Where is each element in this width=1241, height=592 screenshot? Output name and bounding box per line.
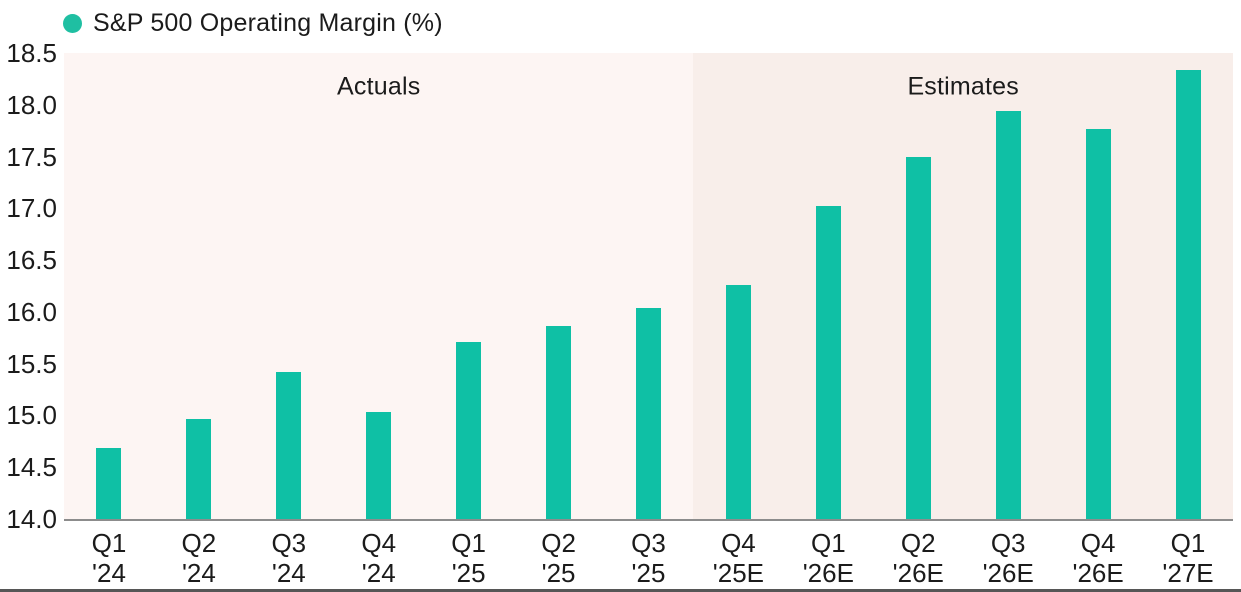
y-tick-label-17.0: 17.0 <box>6 193 57 224</box>
x-label-quarter: Q3 <box>990 528 1026 558</box>
bar-q2-24 <box>186 418 212 519</box>
bar-q3-25 <box>635 307 661 519</box>
estimates-region-label: Estimates <box>907 72 1019 101</box>
x-label-quarter: Q1 <box>1170 528 1206 558</box>
y-tick-label-15.5: 15.5 <box>6 348 57 379</box>
bars-container <box>64 53 1233 519</box>
bar-q3-24 <box>276 371 302 519</box>
y-tick-label-14.5: 14.5 <box>6 452 57 483</box>
x-label-quarter: Q3 <box>271 528 307 558</box>
x-label-quarter: Q2 <box>900 528 936 558</box>
x-label-q1-24: Q1'24 <box>64 528 154 588</box>
x-label-year: '26E <box>892 558 944 588</box>
bar-column-q3-26e <box>963 53 1053 519</box>
estimates-region-background <box>693 53 1233 519</box>
bar-column-q3-24 <box>244 53 334 519</box>
y-tick-label-18.0: 18.0 <box>6 89 57 120</box>
x-label-quarter: Q4 <box>721 528 756 558</box>
x-label-year: '26E <box>982 558 1034 588</box>
x-label-q1-26e: Q1'26E <box>783 528 873 588</box>
bar-q1-26e <box>815 206 841 519</box>
bar-column-q1-25 <box>424 53 514 519</box>
bar-column-q2-26e <box>873 53 963 519</box>
x-label-year: '24 <box>181 558 216 588</box>
y-tick-label-15.0: 15.0 <box>6 400 57 431</box>
x-label-quarter: Q1 <box>451 528 486 558</box>
bar-column-q2-24 <box>154 53 244 519</box>
y-tick-label-14.0: 14.0 <box>6 504 57 534</box>
bar-q1-24 <box>96 447 122 519</box>
bar-column-q2-25 <box>514 53 604 519</box>
bar-column-q1-24 <box>64 53 154 519</box>
x-label-year: '25 <box>631 558 666 588</box>
legend-dot-icon <box>63 14 82 33</box>
bar-column-q4-24 <box>334 53 424 519</box>
x-label-quarter: Q1 <box>91 528 127 558</box>
y-tick-label-16.0: 16.0 <box>6 296 57 327</box>
bar-q2-26e <box>905 156 931 519</box>
y-tick-label-16.5: 16.5 <box>6 245 57 276</box>
y-tick-label-17.5: 17.5 <box>6 141 57 172</box>
actuals-region-label: Actuals <box>337 72 421 101</box>
x-label-q3-25: Q3'25 <box>604 528 694 588</box>
x-label-quarter: Q1 <box>810 528 846 558</box>
x-label-q2-24: Q2'24 <box>154 528 244 588</box>
bar-column-q4-26e <box>1053 53 1143 519</box>
x-label-quarter: Q3 <box>631 528 666 558</box>
bar-q4-25e <box>725 284 751 519</box>
x-label-q1-25: Q1'25 <box>424 528 514 588</box>
y-axis: 18.5 18.0 17.5 17.0 16.5 16.0 15.5 15.0 14.5 14.0 <box>0 40 57 532</box>
bar-q1-25 <box>456 341 482 519</box>
x-label-q4-26e: Q4'26E <box>1053 528 1143 588</box>
legend-label: S&P 500 Operating Margin (%) <box>93 9 443 37</box>
bar-q1-27e <box>1175 69 1201 519</box>
bar-column-q3-25 <box>604 53 694 519</box>
bar-q2-25 <box>546 326 572 519</box>
x-label-year: '24 <box>92 558 126 588</box>
bar-column-q1-26e <box>783 53 873 519</box>
x-label-q4-24: Q4'24 <box>334 528 424 588</box>
bar-q4-26e <box>1085 128 1111 519</box>
x-label-quarter: Q4 <box>1080 528 1116 558</box>
bar-q4-24 <box>366 412 392 519</box>
legend: S&P 500 Operating Margin (%) <box>63 9 443 38</box>
x-label-year: '27E <box>1162 558 1214 588</box>
bar-q3-26e <box>995 110 1021 519</box>
bar-column-q4-25e <box>693 53 783 519</box>
x-label-q2-26e: Q2'26E <box>873 528 963 588</box>
x-label-quarter: Q2 <box>181 528 217 558</box>
x-label-year: '25E <box>712 558 765 588</box>
x-label-q3-26e: Q3'26E <box>963 528 1053 588</box>
x-label-year: '26E <box>802 558 854 588</box>
x-label-quarter: Q2 <box>541 528 576 558</box>
x-label-year: '25 <box>451 558 486 588</box>
x-label-q4-25e: Q4'25E <box>693 528 783 588</box>
plot-area: Actuals Estimates <box>64 53 1233 521</box>
x-label-q3-24: Q3'24 <box>244 528 334 588</box>
y-tick-label-18.5: 18.5 <box>6 38 57 68</box>
x-label-q1-27e: Q1'27E <box>1143 528 1233 588</box>
x-label-year: '25 <box>541 558 576 588</box>
x-label-q2-25: Q2'25 <box>514 528 604 588</box>
bottom-border-line <box>0 589 1241 592</box>
bar-column-q1-27e <box>1143 53 1233 519</box>
x-label-year: '24 <box>271 558 306 588</box>
x-axis: Q1'24 Q2'24 Q3'24 Q4'24 Q1'25 Q2'25 Q3'25 Q4'25… <box>64 528 1233 588</box>
x-label-quarter: Q4 <box>361 528 397 558</box>
x-label-year: '26E <box>1072 558 1124 588</box>
x-label-year: '24 <box>361 558 396 588</box>
